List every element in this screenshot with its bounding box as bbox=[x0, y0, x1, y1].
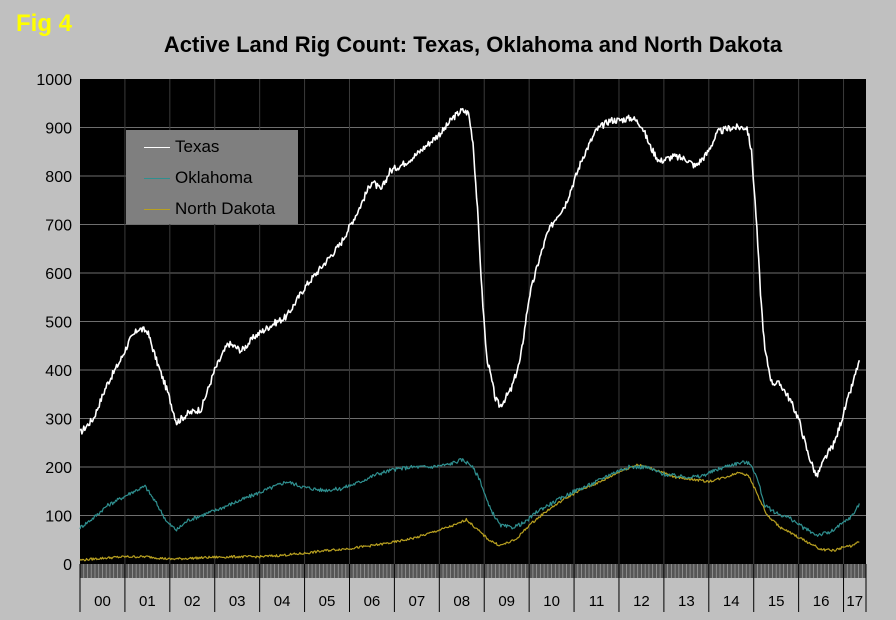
y-tick-label: 300 bbox=[45, 412, 72, 429]
chart-title: Active Land Rig Count: Texas, Oklahoma a… bbox=[163, 32, 783, 57]
legend-item-oklahoma: Oklahoma bbox=[144, 168, 252, 188]
legend-swatch-texas bbox=[144, 146, 170, 148]
legend-label-texas: Texas bbox=[175, 137, 220, 156]
x-tick-label: 14 bbox=[723, 593, 740, 610]
x-tick-label: 09 bbox=[498, 593, 515, 610]
legend: Texas Oklahoma North Dakota bbox=[126, 130, 298, 224]
x-tick-label: 08 bbox=[453, 593, 470, 610]
x-tick-label: 03 bbox=[229, 593, 246, 610]
x-tick-label: 15 bbox=[768, 593, 785, 610]
legend-label-oklahoma: Oklahoma bbox=[175, 168, 253, 187]
x-tick-label: 02 bbox=[184, 593, 201, 610]
x-tick-label: 11 bbox=[589, 593, 605, 610]
x-tick-label: 01 bbox=[139, 593, 156, 610]
legend-item-north-dakota: North Dakota bbox=[144, 199, 275, 219]
y-tick-label: 400 bbox=[45, 363, 72, 380]
x-tick-label: 12 bbox=[633, 593, 650, 610]
legend-swatch-oklahoma bbox=[144, 177, 170, 179]
y-tick-label: 800 bbox=[45, 169, 72, 186]
legend-swatch-north-dakota bbox=[144, 208, 170, 210]
x-tick-label: 07 bbox=[409, 593, 426, 610]
y-tick-label: 600 bbox=[45, 266, 72, 283]
x-tick-label: 10 bbox=[543, 593, 560, 610]
y-tick-label: 0 bbox=[63, 557, 72, 574]
y-tick-label: 200 bbox=[45, 460, 72, 477]
series-line-north-dakota bbox=[79, 463, 860, 562]
x-tick-label: 00 bbox=[94, 593, 111, 610]
y-tick-label: 100 bbox=[45, 509, 72, 526]
figure-label: Fig 4 bbox=[16, 10, 73, 37]
y-tick-label: 1000 bbox=[36, 72, 72, 89]
y-tick-label: 500 bbox=[45, 315, 72, 332]
gridlines bbox=[80, 79, 866, 564]
x-tick-label: 13 bbox=[678, 593, 695, 610]
x-tick-label: 17 bbox=[846, 593, 863, 610]
series-lines bbox=[79, 107, 861, 562]
legend-label-north-dakota: North Dakota bbox=[175, 199, 276, 218]
y-axis: 0 100 200 300 400 500 600 700 800 900 1000 bbox=[36, 72, 72, 574]
legend-item-texas: Texas bbox=[144, 137, 219, 157]
x-tick-label: 06 bbox=[364, 593, 381, 610]
series-line-texas bbox=[79, 107, 861, 478]
x-tick-label: 04 bbox=[274, 593, 291, 610]
x-tick-label: 16 bbox=[813, 593, 830, 610]
x-axis: 00 01 02 03 04 05 06 07 08 09 10 11 12 13 14 15 16 17 bbox=[79, 564, 867, 612]
x-tick-label: 05 bbox=[319, 593, 336, 610]
y-tick-label: 900 bbox=[45, 121, 72, 138]
y-tick-label: 700 bbox=[45, 218, 72, 235]
series-line-oklahoma bbox=[79, 458, 860, 537]
